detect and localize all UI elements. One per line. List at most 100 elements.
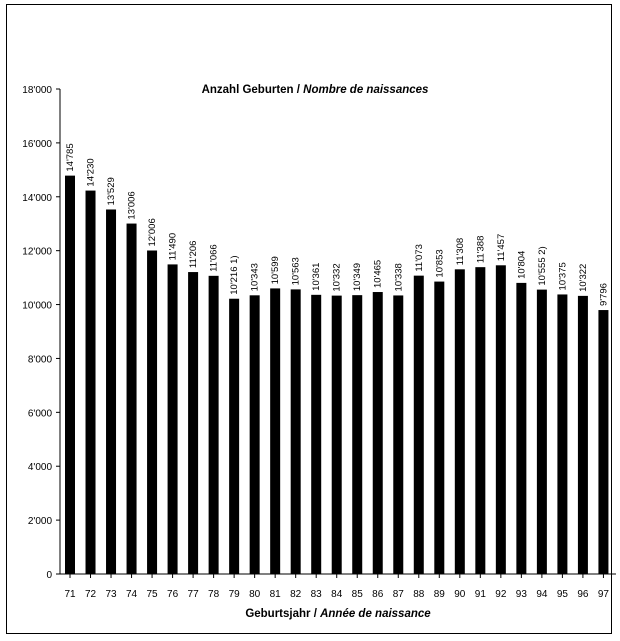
x-tick-label: 72 (85, 589, 97, 600)
bar (516, 282, 527, 574)
x-tick-label: 78 (208, 589, 220, 600)
bar (188, 272, 199, 574)
bar (372, 292, 383, 574)
bar (147, 250, 158, 574)
chart-title-german: Anzahl Geburten / (202, 84, 304, 96)
x-tick-label: 79 (229, 589, 241, 600)
bar-value-label: 11'308 (455, 238, 466, 266)
y-tick-label: 14'000 (22, 193, 52, 204)
bar-value-label: 10'599 (270, 256, 281, 284)
bar (434, 281, 445, 574)
bar (495, 265, 506, 574)
bar (557, 294, 568, 574)
x-tick-label: 73 (105, 589, 117, 600)
bars (65, 175, 609, 575)
y-tick-label: 6'000 (28, 408, 53, 419)
x-axis-title-german: Geburtsjahr / (245, 608, 320, 620)
bar (536, 289, 547, 574)
bar (475, 267, 486, 574)
x-axis-title-french: Année de naissance (319, 608, 431, 620)
x-tick-label: 85 (352, 589, 364, 600)
x-tick-label: 91 (475, 589, 487, 600)
bar-value-label: 11'457 (496, 234, 507, 262)
bar-value-label: 14'230 (86, 158, 97, 186)
bar-value-label: 11'073 (414, 244, 425, 272)
y-tick-label: 4'000 (28, 462, 53, 473)
bar (249, 295, 260, 574)
bar-value-label: 10'853 (434, 249, 445, 277)
x-tick-label: 83 (311, 589, 323, 600)
x-tick-label: 75 (147, 589, 159, 600)
x-tick-label: 86 (372, 589, 384, 600)
bar (208, 275, 219, 574)
bar (270, 288, 281, 574)
bar (577, 295, 588, 574)
bar (598, 310, 609, 574)
bar-value-label: 10'322 (578, 264, 589, 292)
bar (311, 294, 322, 574)
y-tick-label: 18'000 (22, 85, 52, 96)
y-tick-label: 16'000 (22, 139, 52, 150)
x-tick-label: 89 (434, 589, 446, 600)
bar-value-label: 10'338 (393, 263, 404, 291)
y-tick-label: 8'000 (28, 354, 53, 365)
x-tick-label: 94 (536, 589, 548, 600)
y-tick-label: 0 (46, 570, 52, 581)
bar-value-label: 13'529 (106, 177, 117, 205)
bar-value-label: 11'490 (168, 233, 179, 261)
x-tick-label: 82 (290, 589, 302, 600)
bar (106, 209, 117, 574)
bar-value-label: 12'006 (147, 218, 158, 246)
bar (167, 264, 178, 574)
bar-value-label: 10'465 (373, 260, 384, 288)
x-tick-label: 88 (413, 589, 425, 600)
x-tick-label: 74 (126, 589, 138, 600)
x-axis-ticks: 71 72 73 74 75 76 77 78 79 80 81 82 83 84 85 86 87 88 89 90… (64, 574, 609, 600)
bar-value-label: 10'555 2) (537, 246, 548, 285)
x-tick-label: 93 (516, 589, 528, 600)
bar (65, 175, 75, 574)
bar-value-label: 10'216 1) (229, 255, 240, 294)
x-tick-label: 96 (577, 589, 589, 600)
bar-value-label: 11'066 (209, 244, 220, 272)
bar (126, 223, 137, 575)
y-tick-label: 2'000 (28, 516, 53, 527)
bar (290, 289, 301, 574)
x-tick-label: 95 (557, 589, 569, 600)
bar (85, 190, 96, 574)
bar-value-label: 10'349 (352, 263, 363, 291)
bar-value-label: 10'332 (332, 263, 343, 291)
chart-frame (6, 4, 612, 634)
x-tick-label: 97 (598, 589, 610, 600)
bar (454, 269, 465, 574)
bar-value-label: 10'375 (557, 262, 568, 290)
y-tick-label: 12'000 (22, 247, 52, 258)
bar (393, 295, 404, 574)
value-labels: 14'785 14'230 13'529 13'006 12'006 11'490 11'2… (65, 143, 609, 306)
x-tick-label: 81 (270, 589, 282, 600)
bar-value-label: 14'785 (65, 143, 76, 171)
x-tick-label: 87 (393, 589, 405, 600)
bar (331, 295, 342, 574)
x-tick-label: 77 (188, 589, 200, 600)
chart-title: Anzahl Geburten / Nombre de naissances (202, 84, 429, 96)
bar-value-label: 10'361 (311, 263, 322, 291)
bar-value-label: 10'343 (250, 263, 261, 291)
x-tick-label: 76 (167, 589, 179, 600)
y-axis-ticks: 0 2'000 4'000 6'000 8'000 10'000 12'000 14'000 1… (22, 85, 60, 581)
bar (413, 275, 424, 574)
bar (352, 295, 363, 574)
bar-value-label: 11'206 (188, 241, 199, 269)
bar-value-label: 11'388 (475, 236, 486, 264)
x-axis-title: Geburtsjahr / Année de naissance (245, 608, 431, 620)
bar-value-label: 13'006 (127, 191, 138, 219)
bar-value-label: 9'796 (598, 283, 609, 306)
x-tick-label: 92 (495, 589, 507, 600)
x-tick-label: 80 (249, 589, 261, 600)
bar-value-label: 10'563 (291, 257, 302, 285)
x-tick-label: 71 (64, 589, 76, 600)
x-tick-label: 90 (454, 589, 466, 600)
bar (229, 298, 240, 574)
bar-value-label: 10'804 (516, 251, 527, 279)
